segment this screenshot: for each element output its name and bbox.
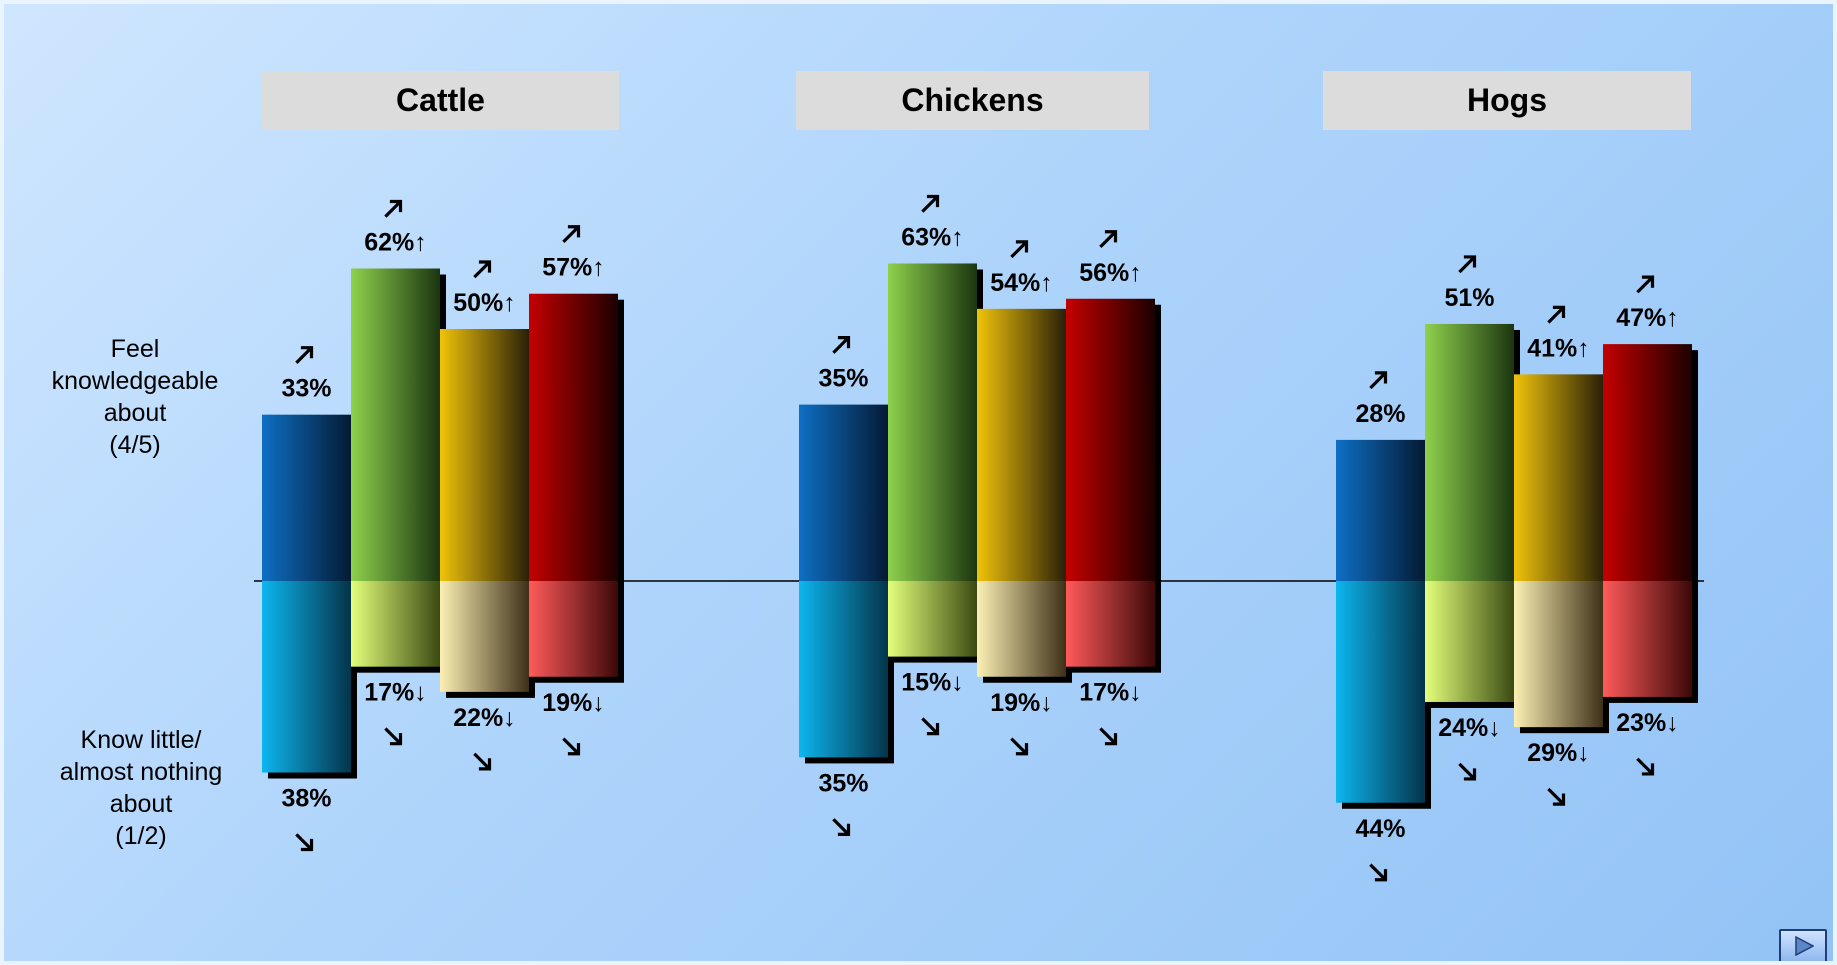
trend-down-icon	[1547, 787, 1566, 806]
trend-up-icon	[473, 260, 492, 279]
row-label-feel-knowledgeable: Feel knowledgeable about (4/5)	[51, 335, 219, 459]
bar-chart: 33% 62%↑ 50%↑ 57%↑ 38% 17%↓ 22%↓ 19%↓ 35% 63%↑ 54%…	[254, 194, 1704, 882]
bar-cattle-bottom-1	[262, 581, 351, 773]
bar-hogs-bottom-4	[1603, 581, 1692, 697]
value-label-hogs-top-3: 41%↑	[1527, 334, 1590, 362]
trend-down-icon	[562, 737, 581, 756]
value-label-chickens-top-3: 54%↑	[990, 269, 1053, 297]
value-label-cattle-bottom-3: 22%↓	[453, 704, 516, 732]
group-header-chickens: Chickens	[796, 71, 1149, 130]
value-label-cattle-top-4: 57%↑	[542, 254, 605, 282]
trend-down-icon	[921, 717, 940, 736]
value-label-hogs-bottom-4: 23%↓	[1616, 709, 1679, 737]
value-label-cattle-top-1: 33%	[281, 375, 331, 403]
value-label-hogs-bottom-2: 24%↓	[1438, 714, 1501, 742]
bar-hogs-top-2	[1425, 323, 1514, 581]
bar-chickens-bottom-3	[977, 581, 1066, 677]
trend-down-icon	[295, 833, 314, 852]
bar-hogs-top-1	[1336, 439, 1425, 581]
value-label-chickens-bottom-1: 35%	[818, 769, 868, 797]
bar-cattle-top-4	[529, 293, 618, 581]
value-label-cattle-top-2: 62%↑	[364, 229, 427, 257]
bar-hogs-top-4	[1603, 344, 1692, 581]
trend-up-icon	[295, 346, 314, 364]
bar-cattle-top-3	[440, 329, 529, 581]
value-label-chickens-bottom-2: 15%↓	[901, 669, 964, 697]
trend-down-icon	[832, 818, 851, 836]
trend-down-icon	[1010, 737, 1029, 756]
bar-chickens-top-2	[888, 263, 977, 581]
value-label-cattle-top-3: 50%↑	[453, 289, 516, 317]
bar-cattle-top-2	[351, 268, 440, 581]
value-label-cattle-bottom-2: 17%↓	[364, 679, 427, 707]
bar-chickens-bottom-4	[1066, 581, 1155, 667]
value-label-hogs-top-2: 51%	[1444, 284, 1494, 312]
trend-up-icon	[1369, 371, 1388, 390]
value-label-cattle-bottom-4: 19%↓	[542, 689, 605, 717]
group-header-cattle: Cattle	[262, 71, 619, 130]
bar-chickens-bottom-1	[799, 581, 888, 758]
trend-up-icon	[1099, 230, 1118, 249]
bar-cattle-top-1	[262, 414, 351, 581]
trend-down-icon	[1458, 762, 1477, 781]
bar-chickens-top-3	[977, 308, 1066, 581]
value-label-hogs-bottom-1: 44%	[1355, 815, 1405, 843]
value-label-hogs-top-4: 47%↑	[1616, 304, 1679, 332]
value-label-chickens-top-1: 35%	[818, 365, 868, 393]
bar-chickens-bottom-2	[888, 581, 977, 657]
bar-hogs-bottom-1	[1336, 581, 1425, 803]
bar-chickens-top-1	[799, 404, 888, 581]
value-label-chickens-bottom-4: 17%↓	[1079, 679, 1142, 707]
trend-up-icon	[921, 194, 940, 213]
value-label-chickens-top-2: 63%↑	[901, 223, 964, 251]
value-label-hogs-bottom-3: 29%↓	[1527, 739, 1590, 767]
trend-up-icon	[1547, 305, 1566, 324]
trend-up-icon	[1636, 275, 1655, 294]
bar-cattle-bottom-4	[529, 581, 618, 677]
trend-up-icon	[1458, 255, 1477, 274]
trend-down-icon	[473, 752, 492, 771]
trend-up-icon	[562, 225, 581, 243]
next-icon	[1795, 936, 1814, 956]
bar-cattle-bottom-3	[440, 581, 529, 692]
value-label-chickens-top-4: 56%↑	[1079, 259, 1142, 287]
trend-down-icon	[1369, 863, 1388, 882]
bar-cattle-bottom-2	[351, 581, 440, 667]
group-header-hogs: Hogs	[1323, 71, 1691, 130]
trend-down-icon	[384, 727, 403, 746]
value-label-hogs-top-1: 28%	[1355, 400, 1405, 428]
bar-chickens-top-4	[1066, 298, 1155, 581]
bar-hogs-top-3	[1514, 374, 1603, 581]
bar-hogs-bottom-2	[1425, 581, 1514, 702]
bar-hogs-bottom-3	[1514, 581, 1603, 728]
trend-down-icon	[1636, 757, 1655, 776]
value-label-chickens-bottom-3: 19%↓	[990, 689, 1053, 717]
trend-up-icon	[832, 336, 851, 354]
trend-down-icon	[1099, 727, 1118, 746]
next-slide-button[interactable]	[1779, 929, 1827, 961]
trend-up-icon	[1010, 240, 1029, 259]
row-label-know-little: Know little/ almost nothing about (1/2)	[59, 726, 223, 850]
value-label-cattle-bottom-1: 38%	[281, 785, 331, 813]
trend-up-icon	[384, 199, 403, 218]
